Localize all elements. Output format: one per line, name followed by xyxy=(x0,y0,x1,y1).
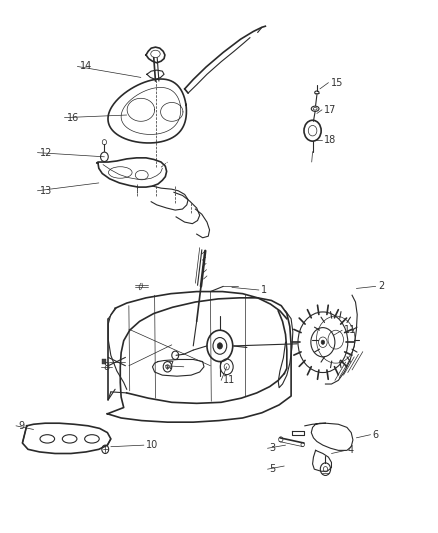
Text: 4: 4 xyxy=(348,446,354,455)
Text: 8: 8 xyxy=(103,362,109,372)
Text: 11: 11 xyxy=(223,375,236,385)
Text: 9: 9 xyxy=(18,421,24,431)
Text: 6: 6 xyxy=(373,430,379,440)
Text: 16: 16 xyxy=(67,112,79,123)
Text: ⟨⟩: ⟨⟩ xyxy=(138,282,144,291)
Text: 13: 13 xyxy=(39,186,52,196)
Text: 17: 17 xyxy=(324,105,336,115)
Text: 5: 5 xyxy=(270,464,276,474)
Text: 18: 18 xyxy=(324,135,336,145)
Text: 12: 12 xyxy=(39,148,52,158)
Circle shape xyxy=(321,340,325,344)
Text: 7: 7 xyxy=(167,361,174,371)
Text: 15: 15 xyxy=(331,78,343,87)
Text: 1: 1 xyxy=(261,285,267,295)
Text: 10: 10 xyxy=(146,440,158,450)
Text: 14: 14 xyxy=(79,61,92,71)
Text: 11: 11 xyxy=(344,325,357,335)
Text: 2: 2 xyxy=(378,281,384,292)
Polygon shape xyxy=(102,359,106,364)
Circle shape xyxy=(217,343,223,349)
Text: 3: 3 xyxy=(270,443,276,453)
